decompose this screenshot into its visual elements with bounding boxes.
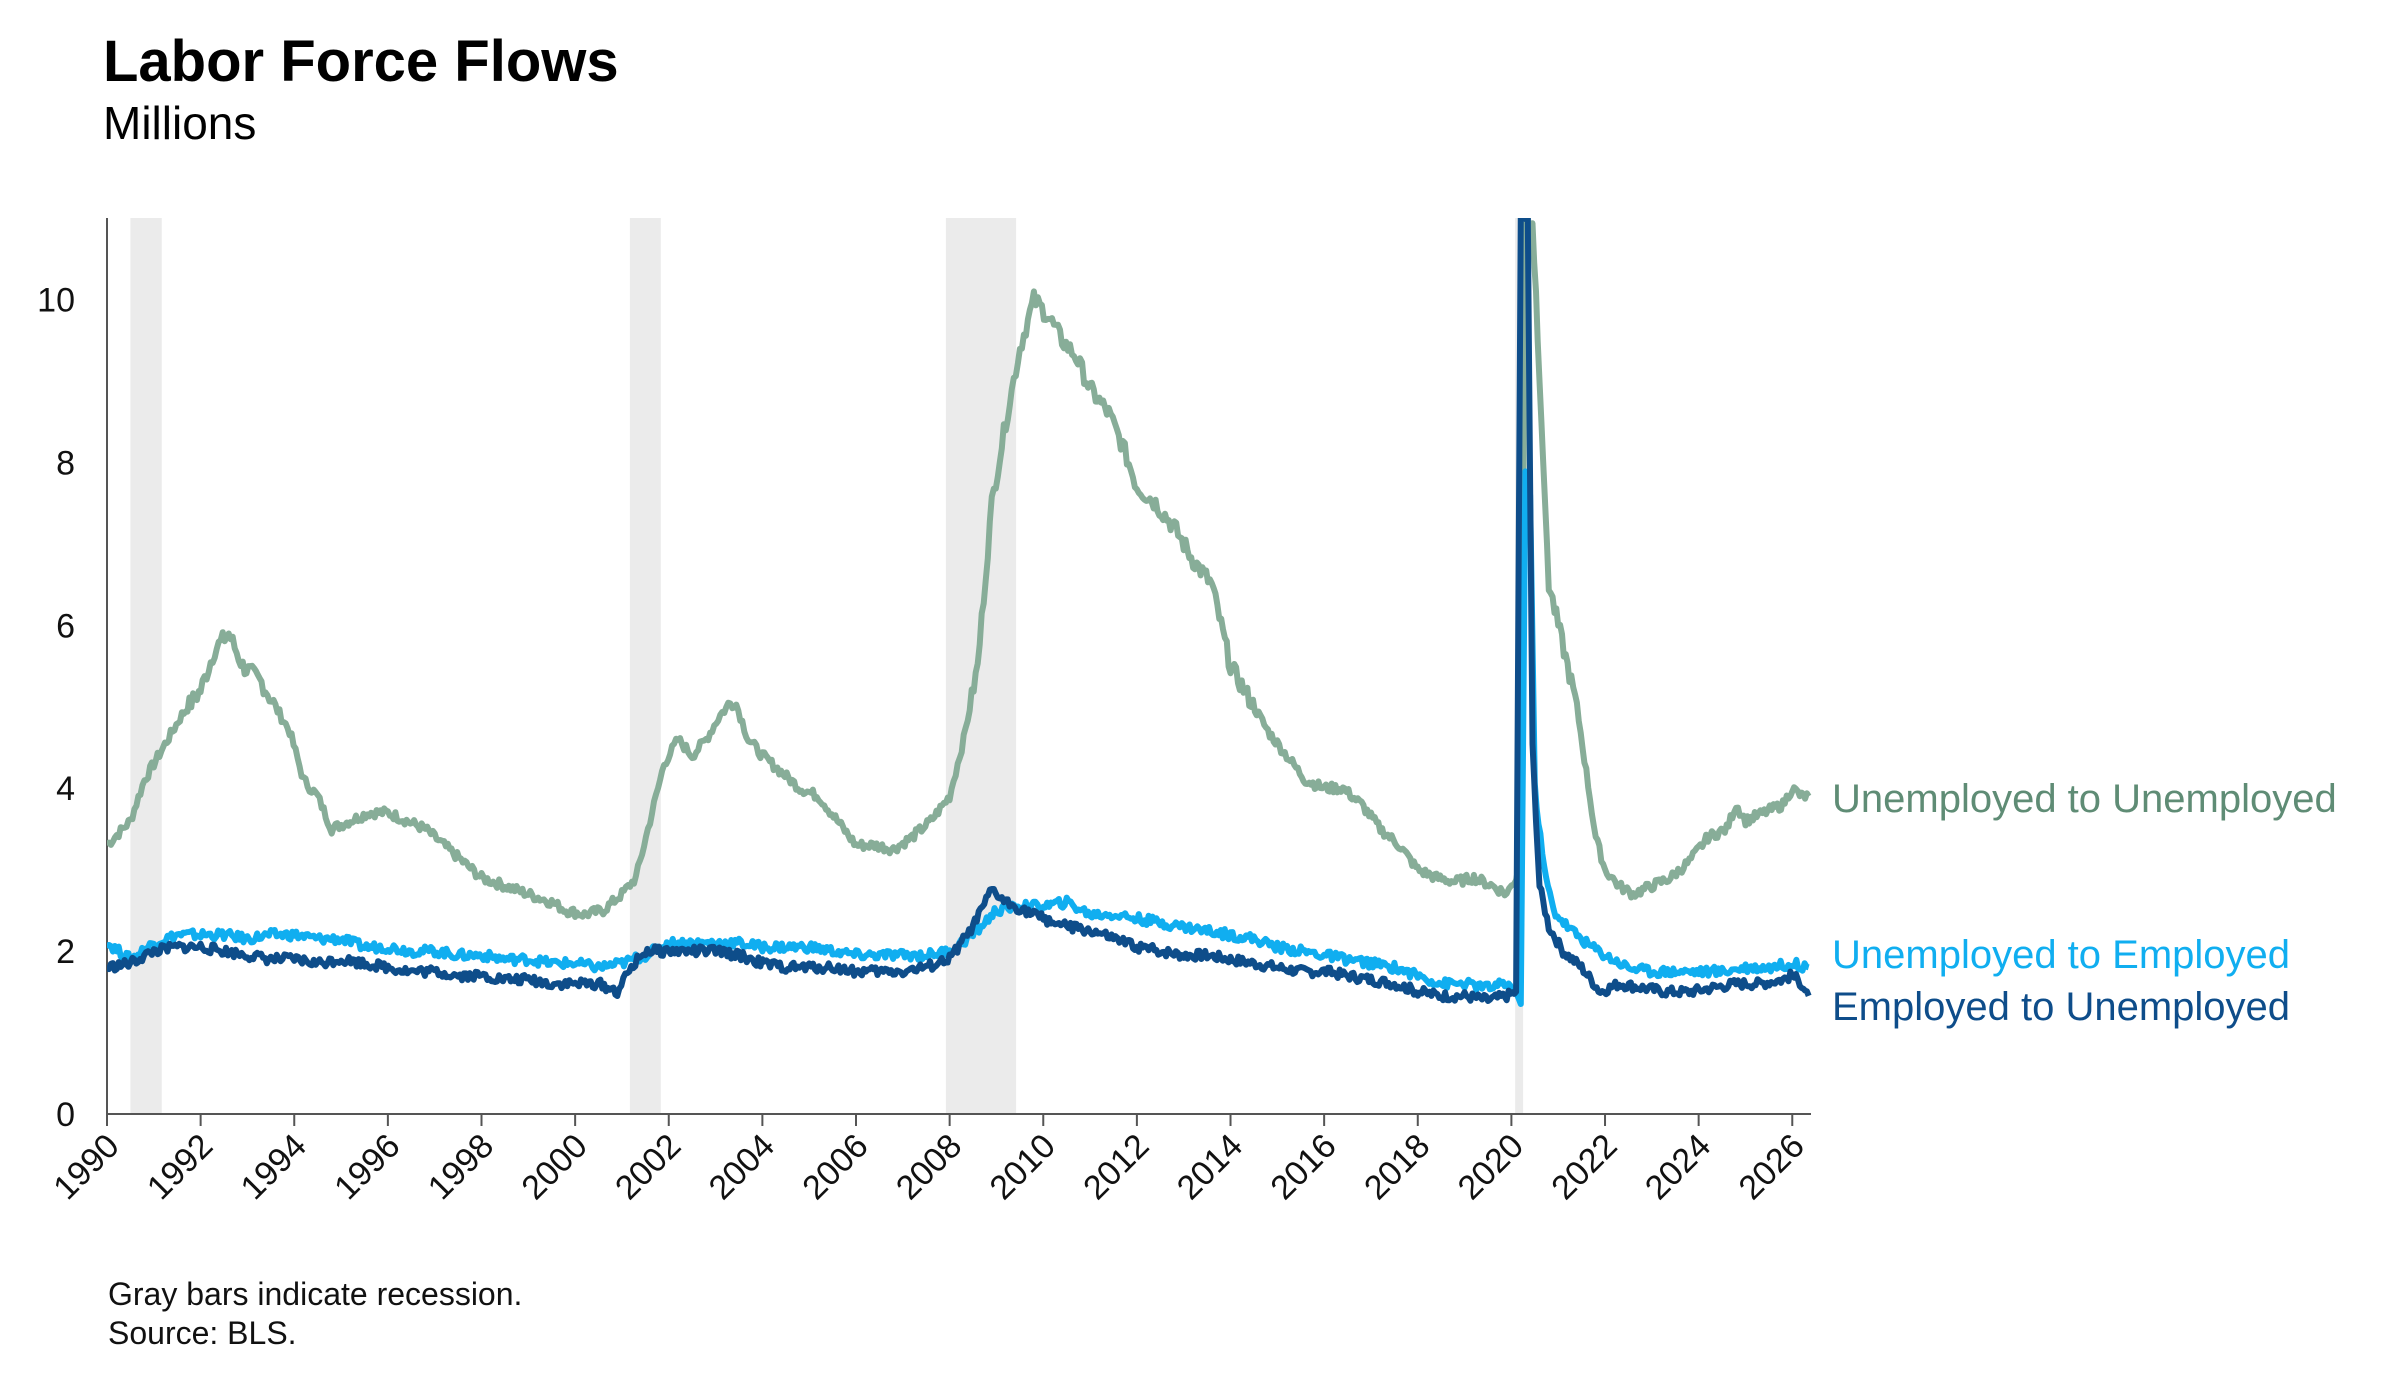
y-tick-label: 6 — [56, 607, 75, 645]
recession-bars — [130, 218, 1524, 1114]
x-tick-label: 2026 — [1732, 1127, 1812, 1207]
series-label-unemployed-to-unemployed: Unemployed to Unemployed — [1832, 777, 2337, 821]
chart-title: Labor Force Flows — [103, 29, 619, 94]
chart-subtitle: Millions — [103, 97, 257, 149]
recession-bar-2 — [945, 218, 1017, 1114]
x-tick-label: 1996 — [327, 1127, 407, 1207]
x-tick-label: 2022 — [1544, 1127, 1624, 1207]
series-line-employed-to-unemployed — [107, 218, 1812, 1004]
x-tick-label: 2002 — [608, 1127, 688, 1207]
x-tick-label: 2014 — [1170, 1127, 1250, 1207]
x-tick-label: 2010 — [983, 1127, 1063, 1207]
series-labels: Unemployed to Unemployed Unemployed to Em… — [1832, 777, 2337, 1029]
x-tick-label: 1990 — [46, 1127, 126, 1207]
x-tick-label: 2000 — [514, 1127, 594, 1207]
x-tick-label: 2012 — [1076, 1127, 1156, 1207]
y-axis-ticks: 0 2 4 6 8 10 — [37, 281, 75, 1134]
x-tick-label: 1998 — [421, 1127, 501, 1207]
x-tick-label: 2004 — [702, 1127, 782, 1207]
x-tick-label: 2024 — [1638, 1127, 1718, 1207]
y-tick-label: 0 — [56, 1096, 75, 1134]
y-tick-label: 4 — [56, 770, 75, 808]
series-label-unemployed-to-employed: Unemployed to Employed — [1832, 933, 2290, 977]
x-tick-label: 1994 — [234, 1127, 314, 1207]
x-tick-label: 1992 — [140, 1127, 220, 1207]
y-tick-label: 10 — [37, 281, 75, 319]
recession-note: Gray bars indicate recession. — [108, 1276, 523, 1312]
recession-bar-1 — [629, 218, 661, 1114]
source-note: Source: BLS. — [108, 1315, 297, 1351]
x-tick-label: 2018 — [1357, 1127, 1437, 1207]
x-tick-label: 2008 — [889, 1127, 969, 1207]
series-label-employed-to-unemployed: Employed to Unemployed — [1832, 985, 2290, 1029]
y-tick-label: 8 — [56, 444, 75, 482]
x-tick-label: 2020 — [1451, 1127, 1531, 1207]
x-tick-label: 2006 — [795, 1127, 875, 1207]
x-axis-ticks: 1990 1992 1994 1996 1998 2000 2002 2004 2006 2008… — [46, 1114, 1812, 1207]
recession-bar-0 — [130, 218, 162, 1114]
series-lines — [107, 218, 1812, 1007]
x-tick-label: 2016 — [1263, 1127, 1343, 1207]
axes — [106, 218, 1811, 1115]
y-tick-label: 2 — [56, 933, 75, 971]
